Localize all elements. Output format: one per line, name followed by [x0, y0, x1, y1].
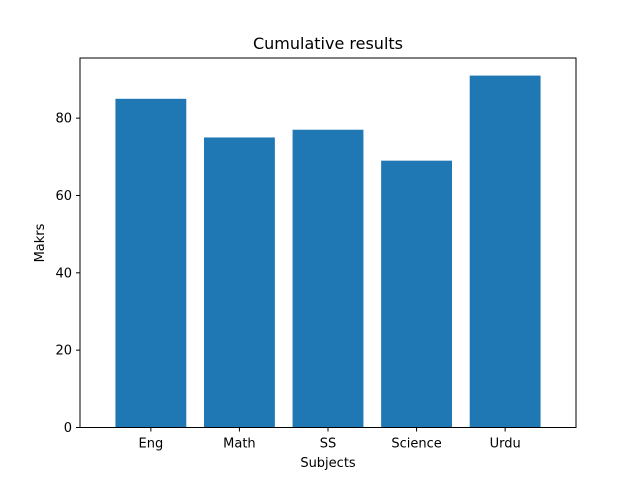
chart-title: Cumulative results: [253, 34, 403, 53]
y-tick-label: 60: [55, 189, 72, 204]
x-axis-label: Subjects: [300, 456, 356, 471]
bar-eng: [115, 98, 187, 428]
bar-ss: [292, 129, 364, 428]
bars-group: [115, 75, 541, 428]
y-tick-label: 40: [55, 266, 72, 281]
x-tick-label: Eng: [139, 437, 164, 452]
x-tick-label: Urdu: [490, 437, 521, 452]
bar-urdu: [469, 75, 541, 428]
y-axis-ticks: 0 20 40 60 80: [55, 112, 80, 436]
x-tick-label: SS: [320, 437, 337, 452]
x-axis-ticks: Eng Math SS Science Urdu: [139, 427, 521, 452]
y-axis-label: Makrs: [33, 223, 48, 262]
bar-science: [381, 160, 452, 428]
y-tick-label: 80: [55, 112, 72, 127]
bar-math: [204, 137, 275, 428]
x-tick-label: Math: [223, 437, 256, 452]
x-tick-label: Science: [391, 437, 441, 452]
y-tick-label: 20: [55, 344, 72, 359]
y-tick-label: 0: [64, 421, 72, 436]
